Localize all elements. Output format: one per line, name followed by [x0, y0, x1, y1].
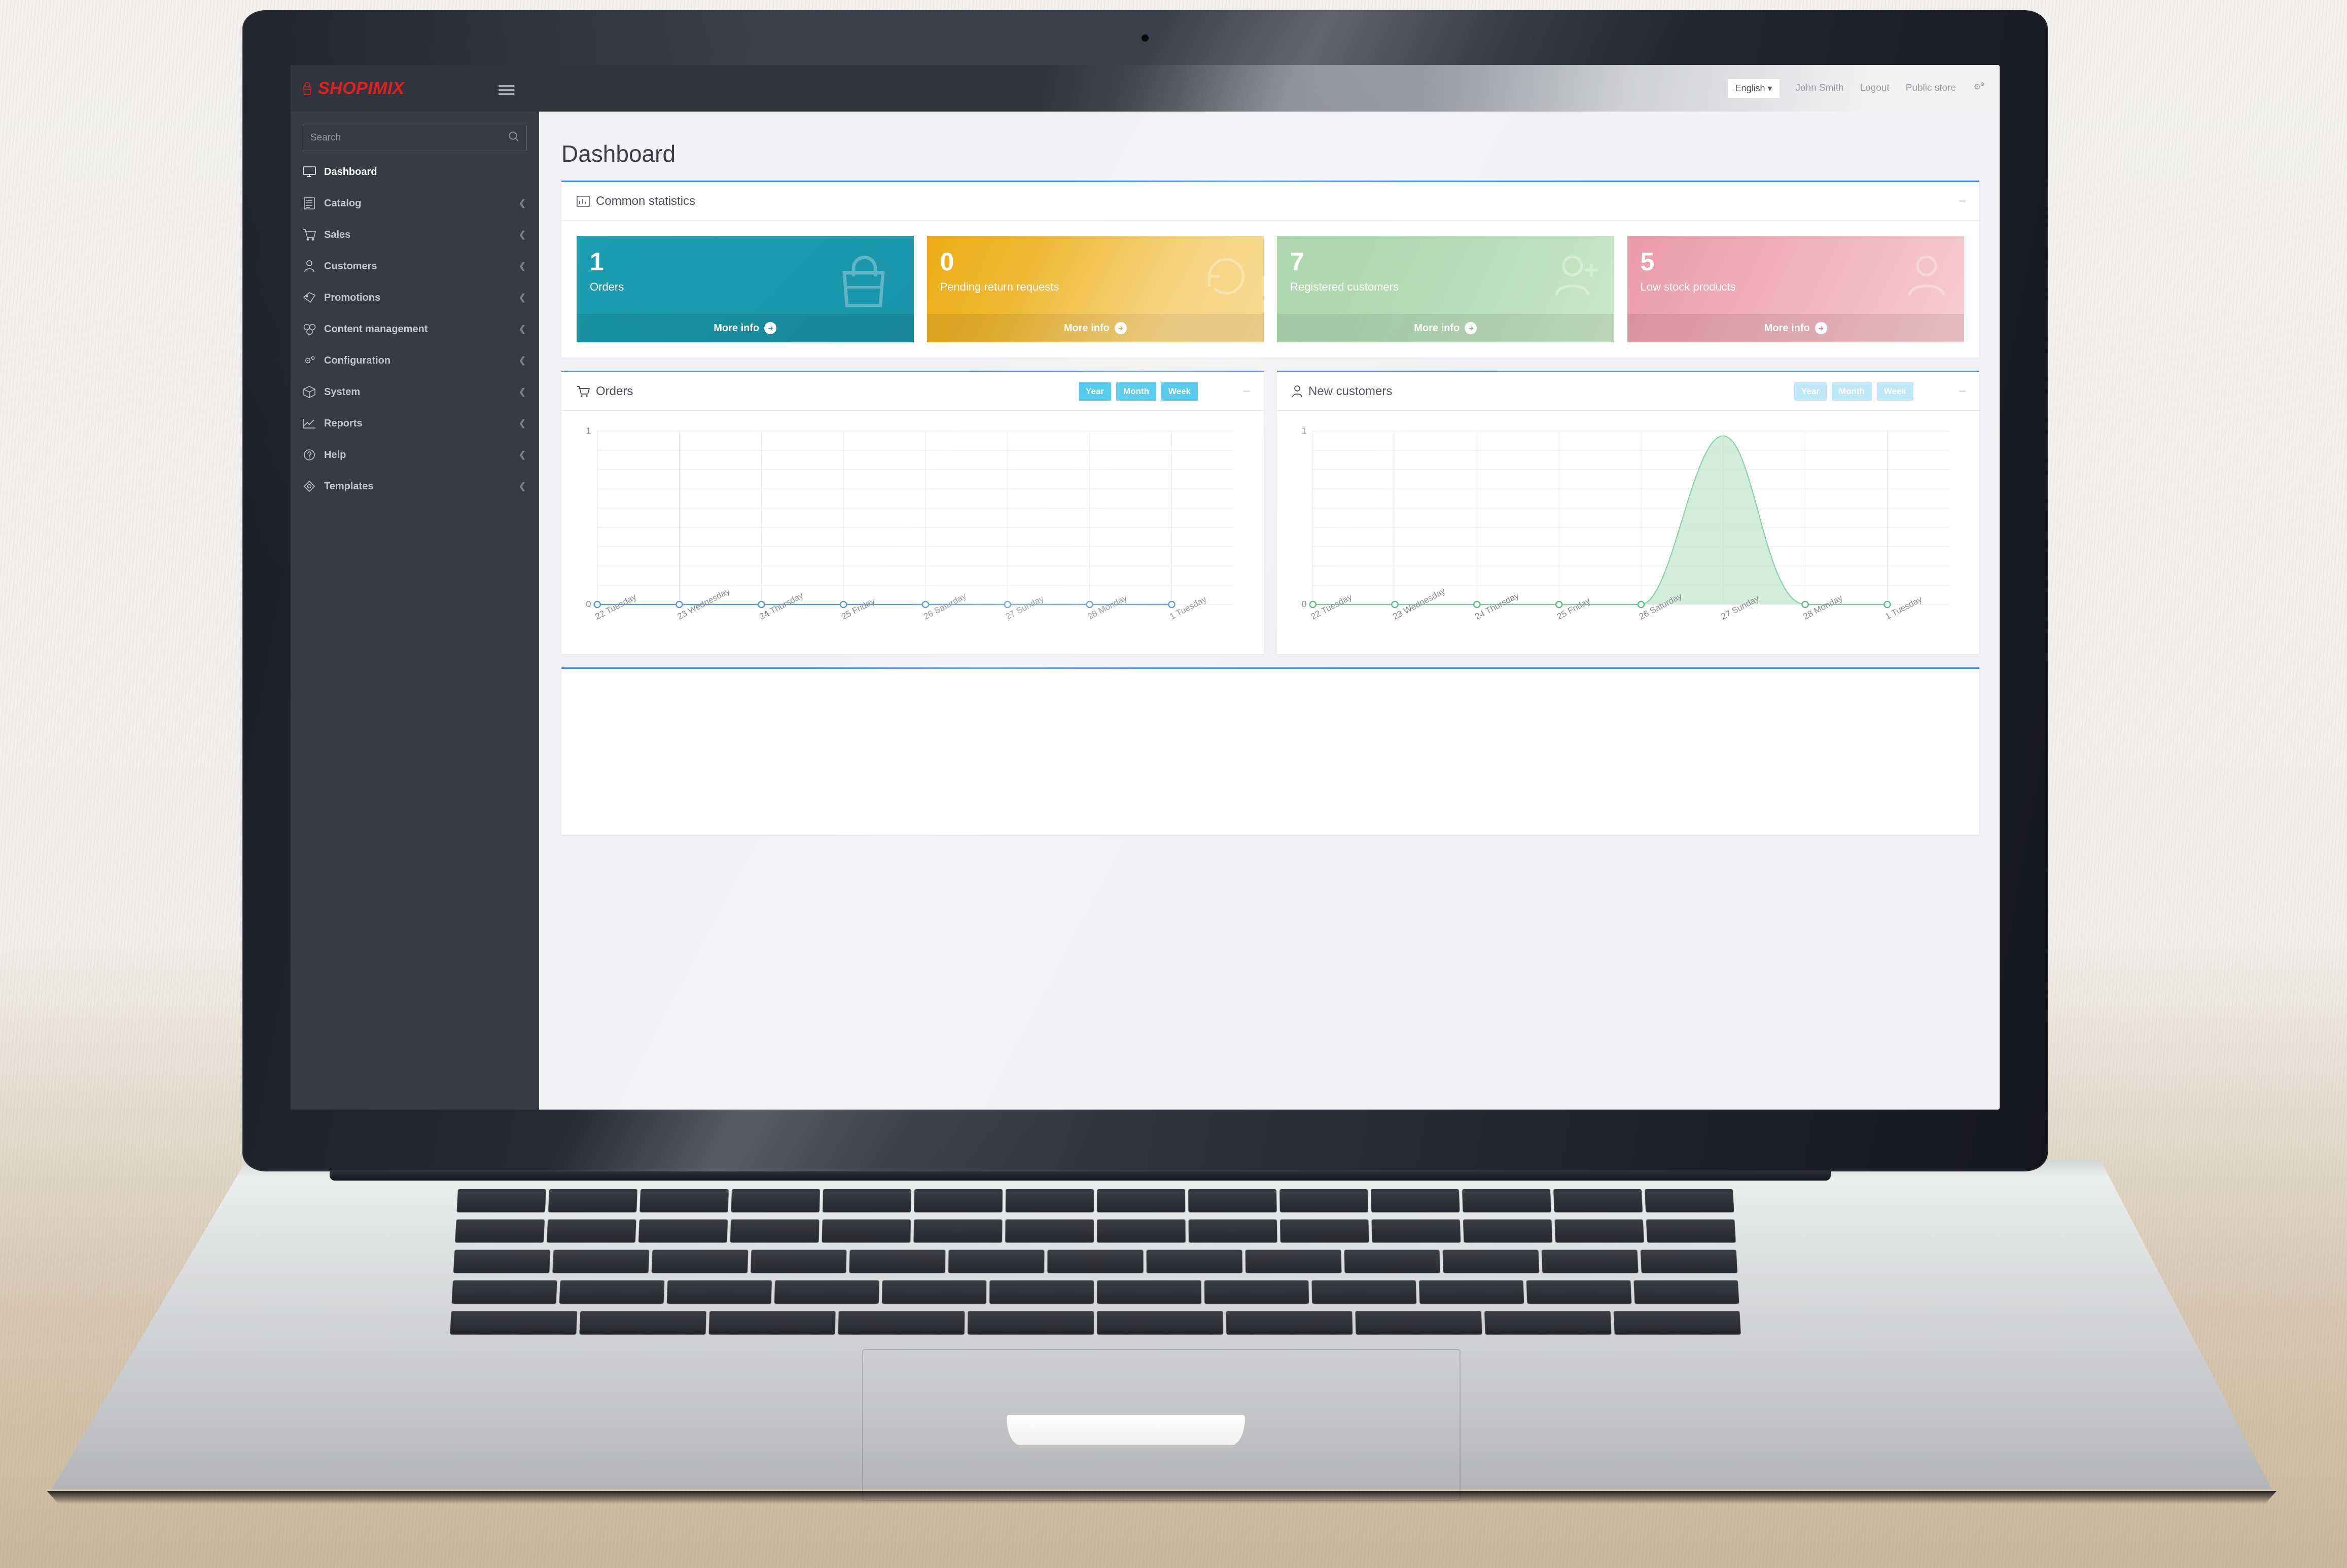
svg-text:22 Tuesday: 22 Tuesday — [594, 592, 638, 621]
svg-text:23 Wednesday: 23 Wednesday — [1391, 586, 1447, 622]
svg-text:26 Saturday: 26 Saturday — [922, 591, 968, 622]
svg-text:0: 0 — [1301, 599, 1306, 609]
svg-text:24 Thursday: 24 Thursday — [758, 590, 805, 621]
svg-text:1: 1 — [586, 425, 591, 436]
svg-text:24 Thursday: 24 Thursday — [1473, 590, 1520, 621]
svg-text:25 Friday: 25 Friday — [840, 596, 877, 621]
svg-text:1: 1 — [1301, 425, 1306, 436]
svg-text:1 Tuesday: 1 Tuesday — [1883, 594, 1924, 622]
svg-text:23 Wednesday: 23 Wednesday — [675, 586, 731, 622]
svg-text:27 Sunday: 27 Sunday — [1004, 593, 1046, 621]
svg-text:28 Monday: 28 Monday — [1086, 593, 1129, 621]
svg-text:22 Tuesday: 22 Tuesday — [1309, 592, 1354, 621]
svg-text:0: 0 — [586, 599, 591, 609]
svg-text:25 Friday: 25 Friday — [1555, 596, 1592, 621]
svg-text:1 Tuesday: 1 Tuesday — [1168, 594, 1208, 622]
svg-text:28 Monday: 28 Monday — [1802, 593, 1844, 621]
